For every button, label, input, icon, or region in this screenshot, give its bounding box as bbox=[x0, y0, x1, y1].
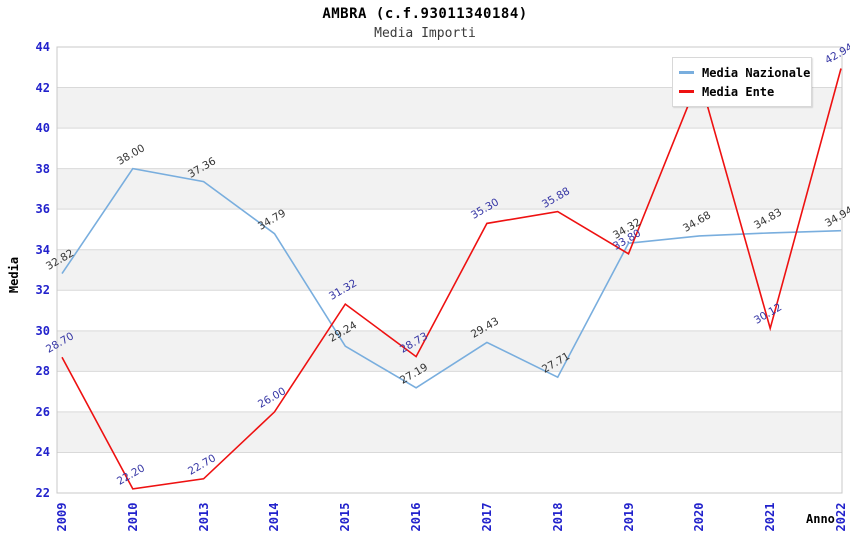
series-line-media-ente bbox=[61, 68, 842, 490]
background-band bbox=[57, 371, 842, 412]
legend-box: Media Nazionale Media Ente bbox=[672, 57, 812, 107]
x-tick-label: 2019 bbox=[621, 502, 636, 532]
y-tick-label: 32 bbox=[35, 283, 50, 298]
background-band bbox=[57, 128, 842, 169]
background-band bbox=[57, 452, 842, 493]
y-tick-label: 26 bbox=[35, 404, 50, 419]
x-tick-label: 2014 bbox=[267, 502, 282, 532]
legend-item: Media Ente bbox=[677, 82, 805, 101]
background-band bbox=[57, 168, 842, 210]
x-tick-label: 2016 bbox=[409, 502, 424, 532]
y-tick-label: 40 bbox=[35, 121, 50, 136]
legend-label: Media Nazionale bbox=[702, 65, 811, 80]
x-axis-title: Anno bbox=[806, 512, 835, 526]
chart-title: AMBRA (c.f.93011340184) bbox=[322, 6, 528, 22]
y-tick-label: 22 bbox=[35, 486, 50, 500]
x-tick-label: 2020 bbox=[692, 502, 707, 532]
legend-swatch-icon bbox=[679, 71, 694, 74]
x-tick-label: 2022 bbox=[834, 502, 848, 532]
y-tick-label: 24 bbox=[35, 445, 50, 460]
plot-border bbox=[56, 46, 843, 494]
y-tick-label: 34 bbox=[35, 242, 50, 257]
y-tick-label: 38 bbox=[35, 161, 50, 176]
y-tick-label: 44 bbox=[35, 40, 50, 54]
x-tick-label: 2021 bbox=[763, 502, 778, 532]
x-tick-label: 2009 bbox=[55, 502, 69, 532]
background-band bbox=[57, 330, 842, 372]
background-band bbox=[57, 249, 842, 291]
x-tick-label: 2013 bbox=[196, 502, 211, 532]
x-tick-label: 2015 bbox=[338, 502, 353, 532]
x-tick-label: 2017 bbox=[479, 502, 494, 532]
legend-label: Media Ente bbox=[702, 84, 775, 99]
y-tick-label: 28 bbox=[35, 364, 50, 379]
background-band bbox=[57, 290, 842, 331]
x-tick-label: 2018 bbox=[550, 502, 565, 532]
y-tick-label: 30 bbox=[35, 323, 50, 338]
legend-item: Media Nazionale bbox=[677, 63, 810, 82]
y-tick-label: 42 bbox=[35, 80, 50, 95]
background-band bbox=[57, 411, 842, 453]
legend-swatch-icon bbox=[679, 90, 694, 93]
y-tick-label: 36 bbox=[35, 202, 50, 217]
background-band bbox=[57, 209, 842, 250]
series-line-media-nazionale bbox=[61, 167, 842, 389]
y-axis-title: Media bbox=[7, 256, 21, 294]
chart-subtitle: Media Importi bbox=[374, 26, 476, 41]
x-tick-label: 2010 bbox=[125, 502, 140, 532]
